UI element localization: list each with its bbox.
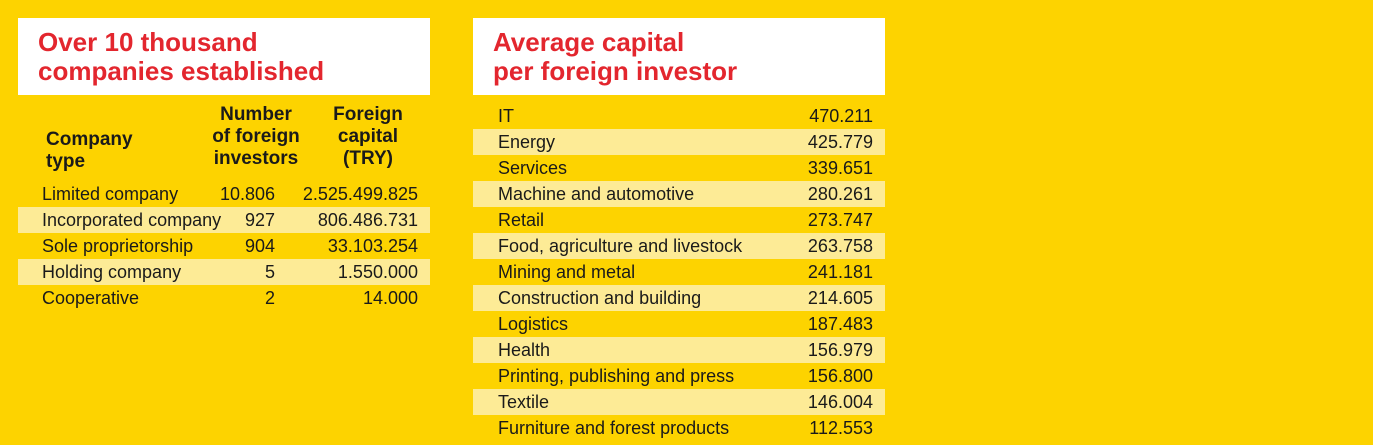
sector-cell: Printing, publishing and press — [498, 366, 735, 386]
investors-cell: 10.806 — [219, 184, 275, 204]
sector-cell: Energy — [498, 132, 556, 152]
value-cell: 263.758 — [807, 236, 873, 256]
table-row: Logistics 187.483 — [473, 311, 885, 337]
table-row: Sole proprietorship 904 33.103.254 — [18, 233, 430, 259]
capital-cell: 806.486.731 — [317, 210, 418, 230]
value-cell: 214.605 — [807, 288, 873, 308]
sector-cell: Machine and automotive — [498, 184, 695, 204]
company-table-header: Company type Number of foreign investors… — [18, 95, 430, 181]
table-row: Machine and automotive 280.261 — [473, 181, 885, 207]
header-capital-line-2: capital — [337, 126, 399, 147]
investors-cell: 2 — [264, 288, 275, 308]
table-row: IT 470.211 — [473, 103, 885, 129]
company-type-cell: Cooperative — [42, 288, 140, 308]
sector-table-body: IT 470.211 Energy 425.779 Services 339.6… — [473, 103, 885, 441]
header-company-type-line-2: type — [46, 151, 86, 172]
value-cell: 146.004 — [807, 392, 873, 412]
header-company-type-line-1: Company — [46, 129, 133, 150]
table-row: Furniture and forest products 112.553 — [473, 415, 885, 441]
table-row: Mining and metal 241.181 — [473, 259, 885, 285]
value-cell: 156.800 — [807, 366, 873, 386]
value-cell: 339.651 — [807, 158, 873, 178]
sector-cell: Construction and building — [498, 288, 702, 308]
capital-cell: 14.000 — [362, 288, 418, 308]
table-row: Incorporated company 927 806.486.731 — [18, 207, 430, 233]
investors-cell: 904 — [244, 236, 275, 256]
sector-panel-title-line-1: Average capital — [493, 27, 685, 57]
header-capital-line-3: (TRY) — [343, 148, 393, 169]
table-row: Printing, publishing and press 156.800 — [473, 363, 885, 389]
company-type-cell: Limited company — [42, 184, 179, 204]
value-cell: 112.553 — [809, 418, 873, 438]
company-panel-title-line-2: companies established — [38, 56, 325, 86]
company-type-cell: Incorporated company — [42, 210, 222, 230]
capital-cell: 33.103.254 — [327, 236, 418, 256]
investors-cell: 5 — [264, 262, 275, 282]
table-row: Cooperative 2 14.000 — [18, 285, 430, 311]
header-foreign-capital: Foreign capital (TRY) — [318, 104, 418, 170]
sector-cell: Textile — [498, 392, 550, 412]
table-row: Construction and building 214.605 — [473, 285, 885, 311]
table-row: Holding company 5 1.550.000 — [18, 259, 430, 285]
company-type-cell: Sole proprietorship — [42, 236, 194, 256]
value-cell: 273.747 — [807, 210, 873, 230]
capital-cell: 1.550.000 — [337, 262, 418, 282]
table-row: Retail 273.747 — [473, 207, 885, 233]
company-table-body: Limited company 10.806 2.525.499.825 Inc… — [18, 181, 430, 311]
company-panel-title-line-1: Over 10 thousand — [38, 27, 258, 57]
sector-cell: IT — [498, 106, 514, 126]
value-cell: 241.181 — [807, 262, 873, 282]
company-panel-title: Over 10 thousand companies established — [18, 18, 430, 95]
sector-capital-panel: Average capital per foreign investor IT … — [473, 18, 885, 441]
sector-cell: Logistics — [498, 314, 569, 334]
table-row: Food, agriculture and livestock 263.758 — [473, 233, 885, 259]
table-row: Limited company 10.806 2.525.499.825 — [18, 181, 430, 207]
table-row: Textile 146.004 — [473, 389, 885, 415]
table-row: Health 156.979 — [473, 337, 885, 363]
capital-cell: 2.525.499.825 — [302, 184, 418, 204]
header-company-type: Company type — [46, 129, 133, 173]
header-capital-line-1: Foreign — [333, 104, 403, 125]
header-investors-line-3: investors — [213, 148, 299, 169]
company-type-panel: Over 10 thousand companies established C… — [18, 18, 430, 311]
value-cell: 425.779 — [807, 132, 873, 152]
sector-cell: Mining and metal — [498, 262, 636, 282]
sector-cell: Furniture and forest products — [498, 418, 730, 438]
sector-cell: Health — [498, 340, 551, 360]
sector-cell: Retail — [498, 210, 545, 230]
company-type-cell: Holding company — [42, 262, 182, 282]
sector-panel-title-line-2: per foreign investor — [493, 56, 738, 86]
table-row: Energy 425.779 — [473, 129, 885, 155]
value-cell: 470.211 — [809, 106, 873, 126]
table-row: Services 339.651 — [473, 155, 885, 181]
header-foreign-investors: Number of foreign investors — [196, 104, 316, 170]
sector-panel-title: Average capital per foreign investor — [473, 18, 885, 95]
sector-cell: Food, agriculture and livestock — [498, 236, 743, 256]
value-cell: 187.483 — [807, 314, 873, 334]
value-cell: 280.261 — [807, 184, 873, 204]
header-investors-line-2: of foreign — [212, 126, 300, 147]
investors-cell: 927 — [244, 210, 275, 230]
header-investors-line-1: Number — [220, 104, 292, 125]
sector-cell: Services — [498, 158, 568, 178]
value-cell: 156.979 — [807, 340, 873, 360]
